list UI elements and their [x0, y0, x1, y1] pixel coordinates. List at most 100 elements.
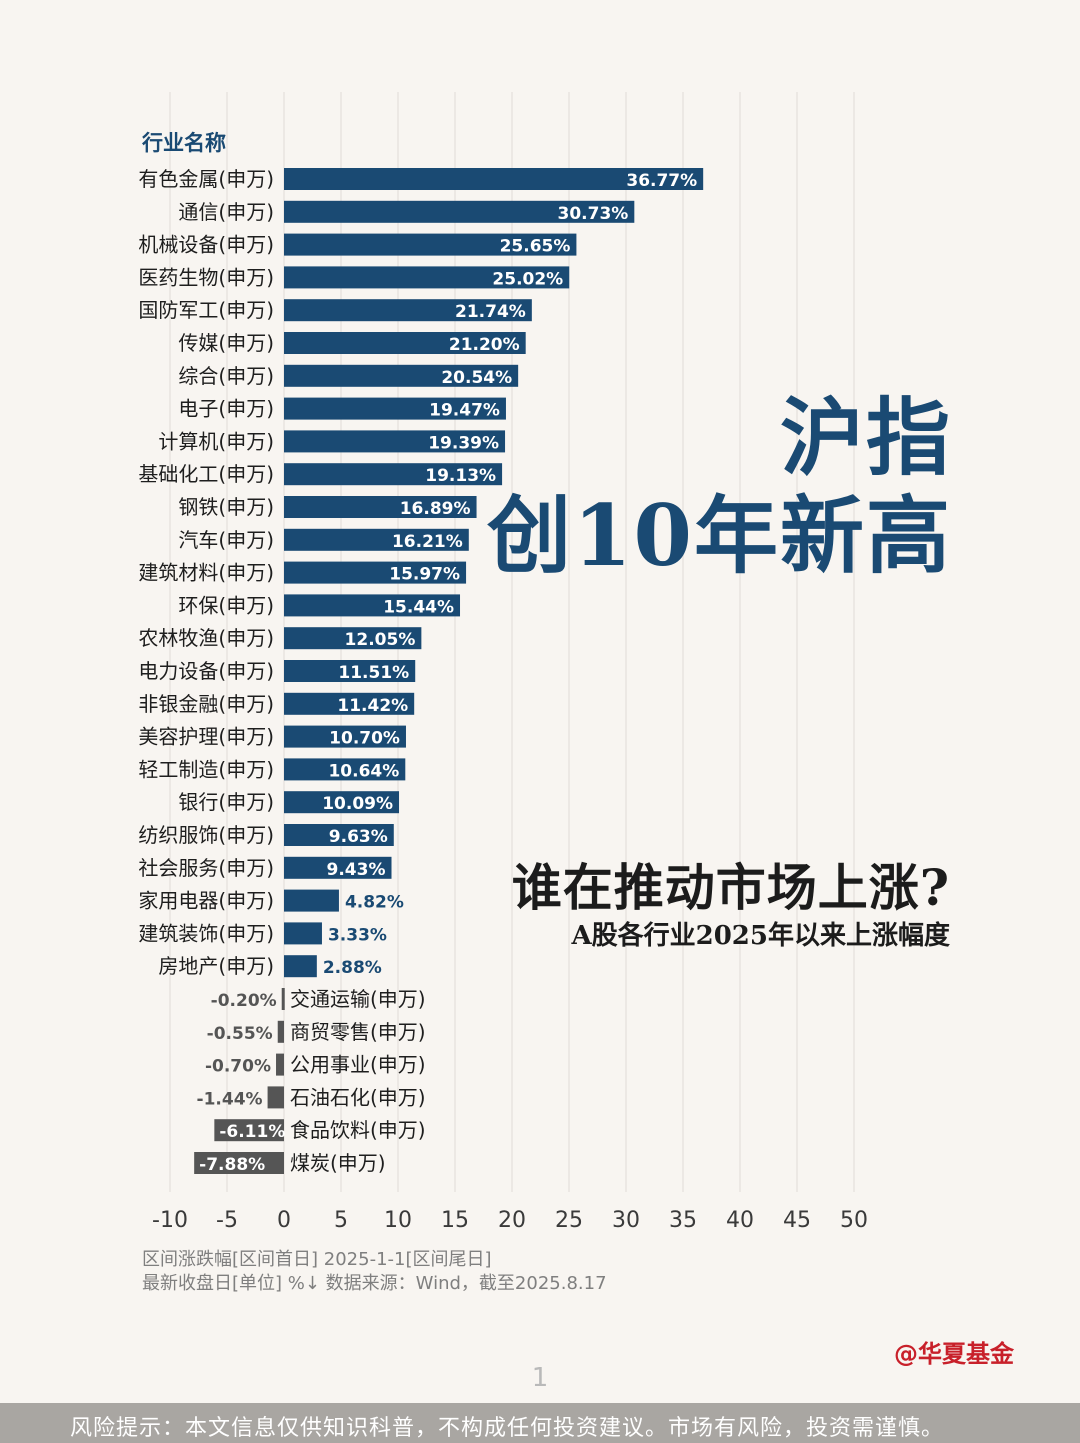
category-label: 纺织服饰(申万)	[138, 823, 274, 847]
value-label: 10.70%	[329, 729, 400, 749]
x-axis-ticks: -10 -5 0 5 10 15 20 25 30 35 40 45 50	[152, 1208, 868, 1233]
value-label: 15.97%	[389, 565, 460, 585]
main-title-line1: 沪指	[779, 388, 952, 487]
value-label: 11.51%	[338, 663, 409, 683]
value-label: 25.02%	[492, 269, 563, 289]
bar	[284, 725, 406, 748]
x-tick-label: 10	[384, 1208, 412, 1233]
category-label: 农林牧渔(申万)	[138, 626, 274, 650]
category-label: 机械设备(申万)	[138, 233, 274, 257]
x-tick-label: 25	[555, 1208, 583, 1233]
bar	[284, 955, 317, 978]
bar	[284, 627, 422, 650]
category-label: 美容护理(申万)	[138, 725, 274, 749]
category-label: 电力设备(申万)	[138, 659, 274, 683]
bar	[284, 594, 461, 617]
x-tick-label: -10	[152, 1208, 188, 1233]
category-label: 建筑装饰(申万)	[138, 921, 274, 945]
category-label: 公用事业(申万)	[290, 1053, 426, 1077]
value-label: 10.64%	[328, 761, 399, 781]
bar	[194, 1152, 284, 1174]
value-label: 20.54%	[441, 368, 512, 388]
category-label: 非银金融(申万)	[138, 692, 274, 716]
value-label: 2.88%	[323, 958, 382, 978]
value-label: 11.42%	[337, 696, 408, 716]
bar	[281, 988, 285, 1010]
value-label: 21.20%	[449, 335, 520, 355]
value-label: 10.09%	[322, 794, 393, 814]
bar	[276, 1053, 284, 1076]
bar	[284, 692, 415, 715]
category-label: 汽车(申万)	[178, 528, 274, 552]
bar	[284, 299, 532, 322]
category-label: 房地产(申万)	[158, 954, 274, 978]
category-label: 环保(申万)	[178, 593, 274, 617]
value-label: -7.88%	[199, 1155, 265, 1175]
bar	[284, 758, 406, 781]
category-label: 建筑材料(申万)	[138, 561, 274, 585]
value-label: 9.63%	[329, 827, 388, 847]
bar	[284, 889, 339, 912]
value-label: -0.20%	[211, 991, 277, 1011]
bar	[284, 824, 394, 846]
value-label: 4.82%	[345, 893, 404, 913]
bar	[284, 463, 503, 486]
bar	[284, 561, 467, 584]
x-tick-label: 20	[498, 1208, 526, 1233]
page-number: 1	[531, 1363, 549, 1393]
category-label: 计算机(申万)	[158, 429, 274, 453]
bar	[284, 430, 506, 453]
value-label: 16.21%	[392, 532, 463, 552]
value-label: 15.44%	[383, 597, 454, 617]
x-tick-label: 15	[441, 1208, 469, 1233]
x-tick-label: -5	[216, 1208, 238, 1233]
bar	[284, 233, 577, 256]
bar	[284, 856, 392, 879]
value-label: 19.13%	[425, 466, 496, 486]
category-label: 钢铁(申万)	[178, 495, 274, 519]
category-label: 基础化工(申万)	[138, 462, 274, 486]
category-label: 煤炭(申万)	[290, 1151, 386, 1175]
brand-handle: @华夏基金	[894, 1340, 1014, 1368]
value-label: 21.74%	[455, 302, 526, 322]
x-tick-label: 5	[334, 1208, 348, 1233]
question-title: 谁在推动市场上涨?	[511, 858, 950, 917]
bar	[284, 168, 704, 190]
risk-notice-text: 风险提示：本文信息仅供知识科普，不构成任何投资建议。市场有风险，投资需谨慎。	[70, 1416, 945, 1441]
bar	[284, 364, 519, 387]
value-label: 25.65%	[500, 237, 571, 257]
category-label: 传媒(申万)	[178, 331, 274, 355]
bar	[284, 528, 469, 551]
category-label: 商贸零售(申万)	[290, 1020, 426, 1044]
category-label: 轻工制造(申万)	[138, 757, 274, 781]
bar	[284, 332, 526, 354]
category-label: 电子(申万)	[178, 397, 274, 421]
bars: 有色金属(申万) 36.77% 通信(申万) 30.73% 机械设备(申万) 25.65%…	[138, 167, 704, 1175]
bar	[284, 791, 400, 814]
x-tick-label: 30	[612, 1208, 640, 1233]
x-tick-label: 35	[669, 1208, 697, 1233]
bar	[284, 922, 322, 945]
value-label: 30.73%	[558, 204, 629, 224]
category-label: 石油石化(申万)	[290, 1085, 426, 1109]
bar	[284, 397, 506, 420]
value-label: -0.55%	[207, 1024, 273, 1044]
source-note-line1: 区间涨跌幅[区间首日] 2025-1-1[区间尾日]	[142, 1249, 492, 1270]
value-label: 19.47%	[429, 401, 500, 421]
category-label: 综合(申万)	[178, 364, 274, 388]
category-axis-label: 行业名称	[141, 131, 226, 155]
value-label: 36.77%	[626, 171, 697, 191]
x-tick-label: 45	[783, 1208, 811, 1233]
bar	[284, 496, 477, 518]
category-label: 食品饮料(申万)	[290, 1118, 426, 1142]
main-title-line2: 创10年新高	[487, 486, 952, 585]
category-label: 社会服务(申万)	[138, 856, 274, 880]
value-label: -0.70%	[205, 1057, 271, 1077]
category-label: 国防军工(申万)	[138, 298, 274, 322]
category-label: 有色金属(申万)	[138, 167, 274, 191]
x-tick-label: 0	[277, 1208, 291, 1233]
category-label: 通信(申万)	[178, 200, 274, 224]
source-note-line2: 最新收盘日[单位] %↓ 数据来源：Wind，截至2025.8.17	[142, 1273, 607, 1294]
bar	[277, 1020, 284, 1043]
